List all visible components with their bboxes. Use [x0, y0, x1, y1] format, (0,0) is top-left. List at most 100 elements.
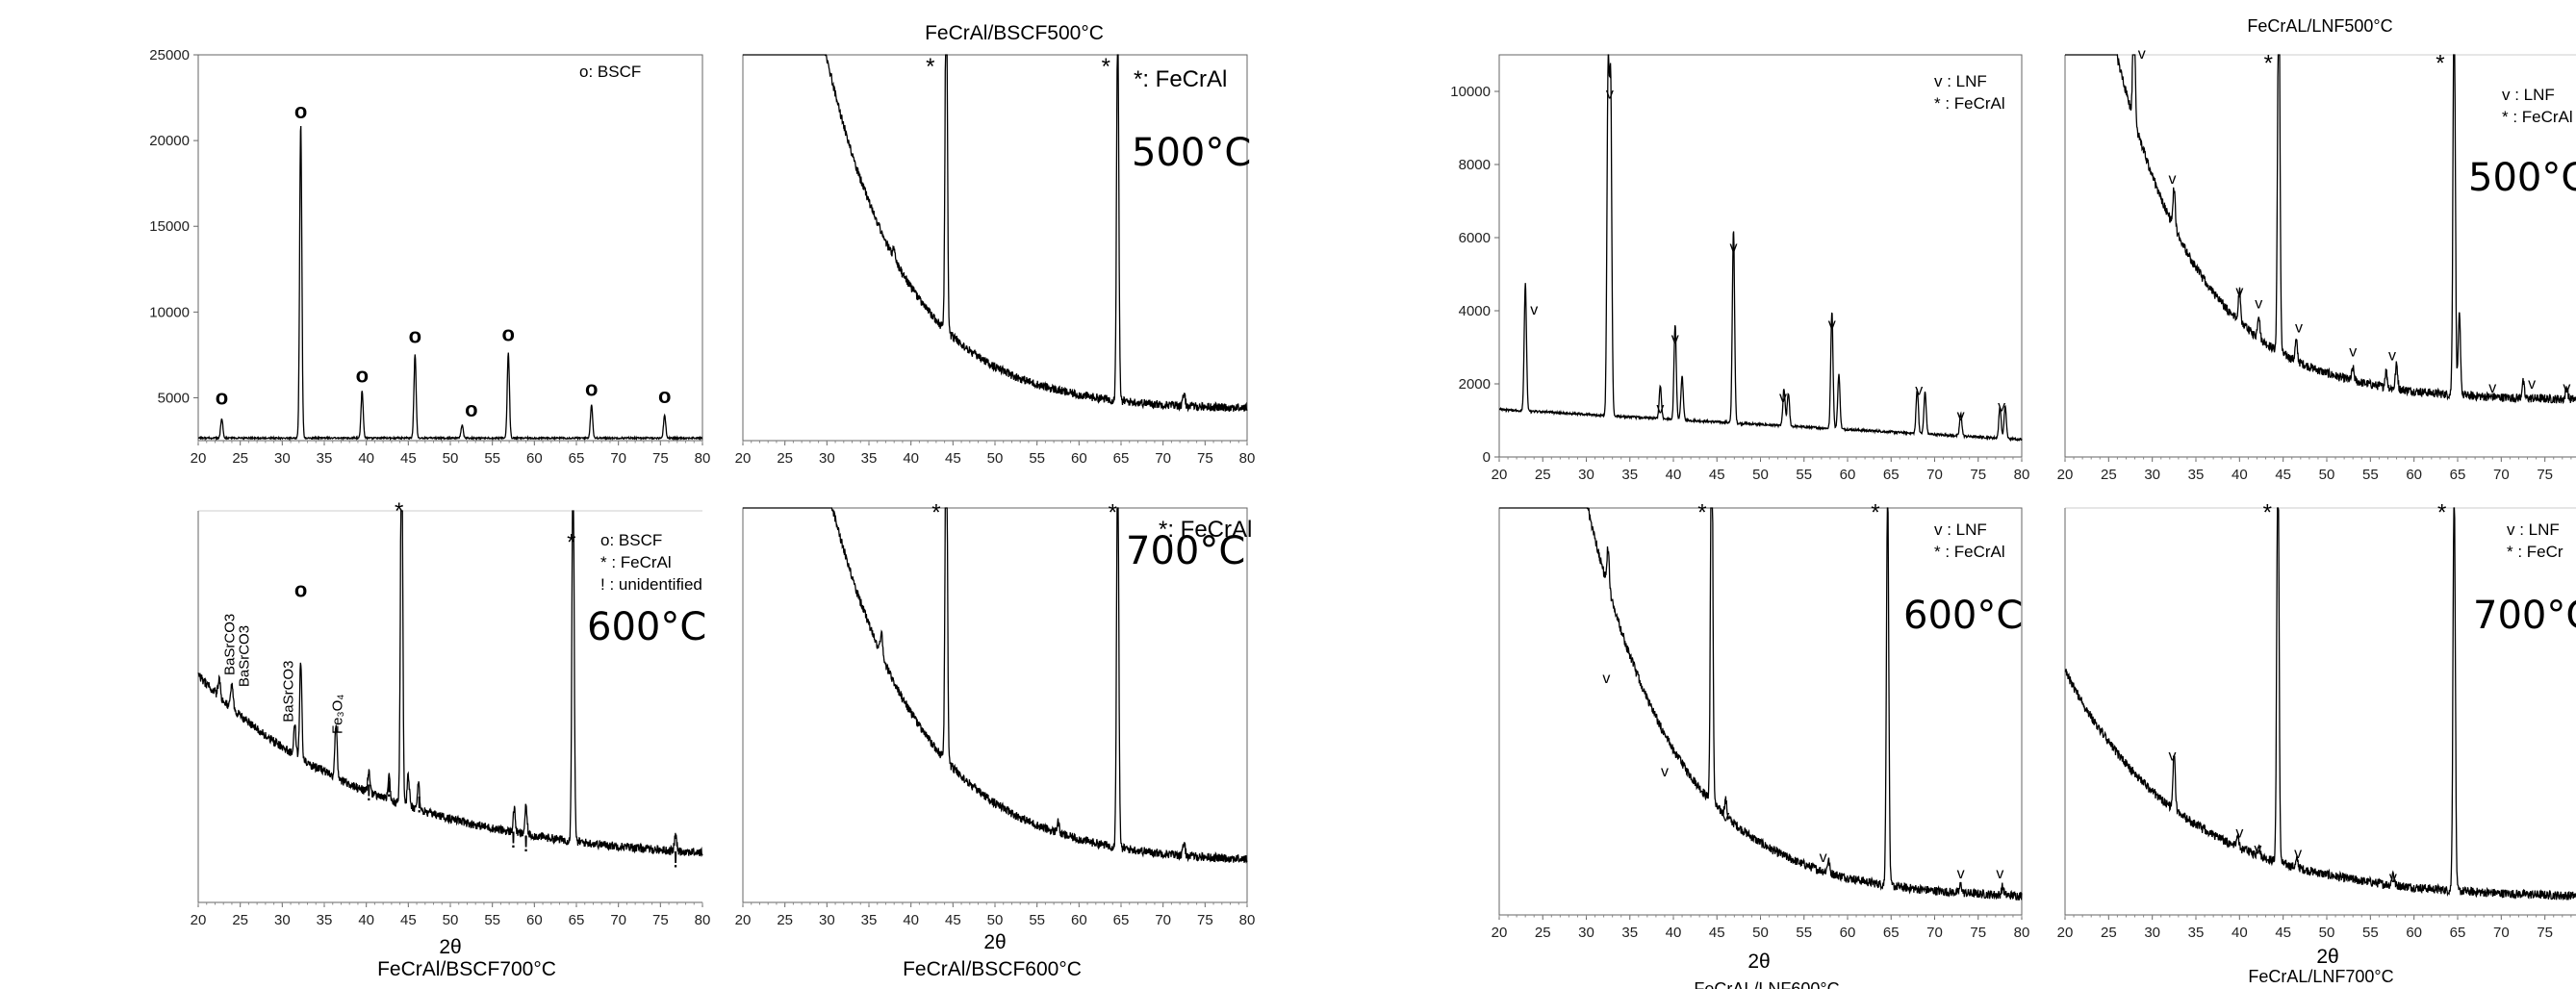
peak-annotation: o [294, 578, 307, 602]
x-tick-label: 55 [1029, 912, 1045, 928]
x-tick-label: 65 [2450, 925, 2466, 941]
x-tick-label: 65 [1883, 467, 1900, 483]
peak-annotation: v [2349, 344, 2357, 361]
x-tick-label: 35 [2188, 467, 2205, 483]
x-tick-label: 55 [2362, 467, 2379, 483]
x-tick-label: 55 [1029, 450, 1045, 467]
legend-entry: * : FeCrAl [1934, 94, 2005, 113]
chart-bscf-600: 20 25 30 35 40 45 50 55 60 65 70 75 80 * * *: FeCrAl700… [735, 499, 1256, 928]
peak-annotation: v [2138, 46, 2146, 63]
y-tick-label: 10000 [149, 304, 190, 320]
y-tick-label: 5000 [158, 390, 190, 406]
peak-annotation: * [2263, 500, 2272, 526]
peak-annotation: * [1102, 54, 1110, 80]
peak-annotation: v [1722, 809, 1729, 825]
x-tick-label: 30 [274, 912, 291, 928]
x-tick-label: 20 [2057, 925, 2074, 941]
x-tick-label: 80 [695, 450, 711, 467]
y-tick-label: 15000 [149, 218, 190, 235]
x-tick-label: 75 [2537, 925, 2553, 941]
x-tick-label: 40 [2232, 925, 2248, 941]
series-line-lnf-500 [2065, 53, 2576, 405]
x-tick-label: 40 [2232, 467, 2248, 483]
x-tick-label: 75 [2537, 467, 2553, 483]
series-line-lnf-600 [1499, 507, 2023, 901]
x-tick-label: 75 [1970, 467, 1986, 483]
y-tick-label: 4000 [1459, 303, 1491, 319]
x-tick-label: 55 [484, 912, 500, 928]
peak-annotation: v [1530, 302, 1538, 318]
x-tick-label: 25 [2101, 467, 2117, 483]
peak-annotation: v [1602, 671, 1610, 687]
peak-annotation: * [2437, 500, 2446, 526]
peak-annotation: v [1957, 408, 1965, 424]
x-tick-label: 35 [861, 912, 878, 928]
x-tick-label: 30 [1578, 925, 1594, 941]
temperature-label: 500°C [2468, 156, 2576, 200]
x-tick-label: 35 [1621, 467, 1638, 483]
x-tick-label: 25 [777, 912, 793, 928]
peak-annotation: Fe₃O₄ [329, 695, 345, 734]
y-tick-label: 8000 [1459, 157, 1491, 173]
peak-annotation: v [1661, 764, 1669, 780]
peak-annotation: v [2169, 748, 2177, 764]
x-tick-label: 25 [1535, 925, 1551, 941]
x-tick-label: 75 [652, 912, 669, 928]
chart-lnf-ref: 20 25 30 35 40 45 50 55 60 65 70 75 80 0 2000 4000 6000 8… [1450, 54, 2029, 483]
x-tick-label: 60 [1071, 912, 1087, 928]
series-line-bscf-700 [197, 510, 703, 858]
x-tick-label: 50 [2319, 925, 2335, 941]
peak-annotation: v [2389, 870, 2397, 886]
two-theta-bscf-right: 2θ [983, 931, 1006, 953]
x-tick-label: 45 [2275, 467, 2291, 483]
peak-annotation: v [2255, 295, 2262, 312]
x-tick-label: 45 [400, 912, 417, 928]
y-tick-label: 6000 [1459, 230, 1491, 246]
x-tick-label: 80 [1239, 912, 1256, 928]
peak-annotation: v [1828, 317, 1836, 333]
peak-annotation: * [2436, 51, 2444, 77]
x-tick-label: 80 [695, 912, 711, 928]
peak-annotation: o [294, 99, 307, 123]
peak-annotation: v [2488, 380, 2496, 396]
legend-entry: *: FeCrAl [1134, 66, 1227, 92]
x-tick-label: 30 [2144, 925, 2160, 941]
peak-annotation: BaSrCO3 [281, 661, 297, 723]
temperature-label: 500°C [1132, 131, 1251, 175]
x-tick-label: 70 [2493, 467, 2510, 483]
x-tick-label: 25 [777, 450, 793, 467]
x-tick-label: 55 [2362, 925, 2379, 941]
x-tick-label: 40 [1666, 467, 1682, 483]
peak-annotation: BaSrCO3 [222, 614, 239, 675]
legend-entry: ! : unidentified [600, 575, 702, 594]
chart-bscf-700: 20 25 30 35 40 45 50 55 60 65 70 75 80BaSrCO3BaSrCO3… [191, 498, 711, 928]
x-tick-label: 40 [1666, 925, 1682, 941]
peak-annotation: BaSrCO3 [236, 625, 252, 687]
x-tick-label: 60 [1071, 450, 1087, 467]
peak-annotation: v [1998, 399, 2005, 416]
x-tick-label: 80 [2014, 925, 2030, 941]
x-tick-label: 25 [232, 450, 248, 467]
peak-annotation: * [931, 499, 940, 525]
x-tick-label: 20 [1492, 925, 1508, 941]
x-tick-label: 65 [1883, 925, 1900, 941]
x-tick-label: 20 [735, 450, 752, 467]
x-tick-label: 45 [2275, 925, 2291, 941]
peak-annotation: v [1729, 240, 1737, 256]
x-tick-label: 80 [1239, 450, 1256, 467]
x-tick-label: 45 [945, 450, 961, 467]
x-tick-label: 25 [232, 912, 248, 928]
x-tick-label: 45 [1709, 467, 1725, 483]
x-tick-label: 70 [2493, 925, 2510, 941]
x-tick-label: 45 [945, 912, 961, 928]
plot-frame [1498, 54, 2023, 458]
peak-annotation: o [465, 397, 477, 421]
x-tick-label: 45 [1709, 925, 1725, 941]
x-tick-label: 60 [2406, 467, 2422, 483]
title-bscf-600: FeCrAl/BSCF600°C [903, 958, 1082, 980]
x-tick-label: 40 [903, 912, 919, 928]
x-tick-label: 70 [1926, 467, 1943, 483]
x-tick-label: 20 [191, 912, 207, 928]
legend-entry: v : LNF [1934, 520, 1987, 539]
title-lnf-500: FeCrAL/LNF500°C [2247, 16, 2392, 36]
